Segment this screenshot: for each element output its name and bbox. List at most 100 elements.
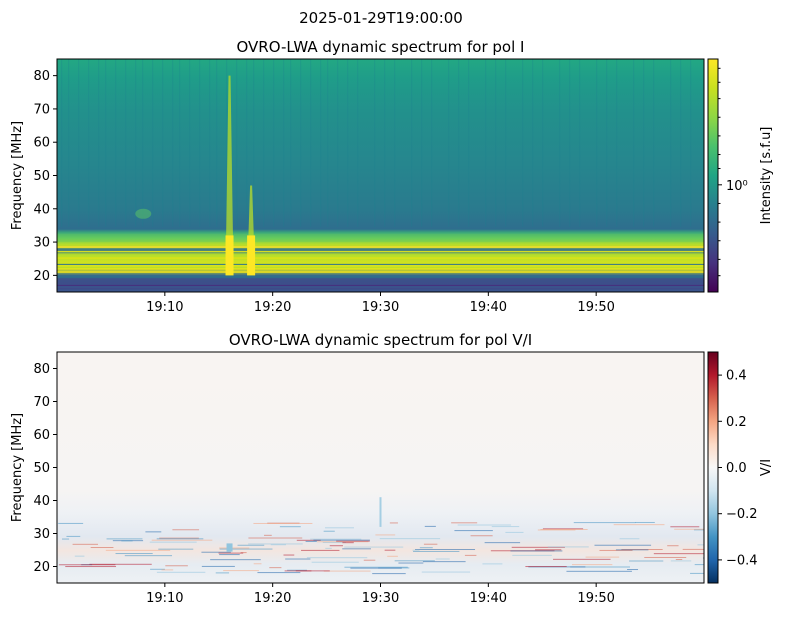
vi-streak <box>106 538 143 540</box>
rfi-line <box>57 284 704 286</box>
vi-streak <box>264 534 272 536</box>
texture-streak <box>179 59 181 227</box>
texture-streak <box>172 59 174 227</box>
texture-streak <box>310 59 312 227</box>
rfi-line <box>57 276 704 278</box>
vi-streak <box>613 524 665 526</box>
vi-streak <box>105 549 171 551</box>
colorbar-tick-label: 0.0 <box>726 461 747 476</box>
vi-streak <box>644 556 687 558</box>
vi-streak <box>115 553 153 555</box>
vi-streak <box>58 522 84 524</box>
vi-streak <box>387 555 398 557</box>
vi-streak <box>322 541 346 543</box>
vi-streak <box>375 534 396 536</box>
y-tick-label: 40 <box>33 494 50 509</box>
colorbar-tick-label: −0.4 <box>726 553 758 568</box>
y-tick-label: 20 <box>33 269 50 284</box>
band-edge-glow <box>57 233 704 243</box>
texture-streak <box>643 59 645 227</box>
x-tick-label: 19:10 <box>146 591 183 606</box>
vi-streak <box>435 558 450 560</box>
x-tick-label: 19:30 <box>362 591 399 606</box>
polarization-panel: OVRO-LWA dynamic spectrum for pol V/I 20 3… <box>10 331 774 606</box>
vi-streak <box>505 531 524 533</box>
figure-title: 2025-01-29T19:00:00 <box>299 9 463 27</box>
vi-streak <box>284 570 312 572</box>
vi-streak <box>253 522 313 524</box>
vi-streak <box>690 572 704 574</box>
vi-streak <box>482 563 503 565</box>
vi-streak <box>287 569 307 571</box>
x-tick-label: 19:40 <box>470 591 507 606</box>
vi-streak <box>124 555 173 557</box>
vi-streak <box>329 545 343 547</box>
texture-streak <box>495 59 497 227</box>
vi-streak <box>451 522 478 524</box>
texture-streak <box>273 59 275 227</box>
heatmap-background <box>57 352 704 583</box>
x-tick-label: 19:40 <box>470 300 507 315</box>
vi-streak <box>491 526 520 528</box>
vi-streak <box>90 547 114 549</box>
vi-streak <box>619 538 640 540</box>
vi-streak <box>484 542 521 544</box>
vi-streak <box>398 562 424 564</box>
vi-streak <box>165 565 188 567</box>
texture-streak <box>199 59 201 227</box>
vi-streak <box>283 554 295 556</box>
y-tick-label: 80 <box>33 69 50 84</box>
vi-streak <box>571 564 613 566</box>
vi-streak <box>323 530 335 532</box>
vi-streak <box>535 549 562 551</box>
vi-streak <box>248 537 303 539</box>
texture-streak <box>98 59 100 227</box>
texture-streak <box>411 59 413 227</box>
vi-streak <box>323 570 371 572</box>
rfi-line <box>57 280 704 282</box>
texture-streak <box>115 59 117 227</box>
texture-streak <box>337 59 339 227</box>
vi-streak <box>682 548 704 550</box>
vi-streak <box>161 569 174 571</box>
vi-streak <box>389 522 398 524</box>
texture-streak <box>236 59 238 227</box>
texture-streak <box>135 59 137 227</box>
vi-streak <box>219 548 273 550</box>
vi-streak <box>310 538 362 540</box>
texture-streak <box>690 59 692 227</box>
texture-streak <box>384 59 386 227</box>
vi-streak <box>464 554 477 556</box>
texture-streak <box>125 59 127 227</box>
texture-streak <box>374 59 376 227</box>
colorbar <box>707 58 719 293</box>
texture-streak <box>431 59 433 227</box>
vi-streak <box>313 539 370 541</box>
intensity-panel: OVRO-LWA dynamic spectrum for pol I 20 30 4… <box>10 38 774 315</box>
texture-streak <box>216 59 218 227</box>
vi-streak <box>295 570 330 572</box>
vi-streak <box>223 570 259 572</box>
texture-streak <box>468 59 470 227</box>
texture-streak <box>253 59 255 227</box>
vi-streak <box>210 559 261 561</box>
texture-streak <box>142 59 144 227</box>
texture-streak <box>458 59 460 227</box>
vi-streak <box>201 551 231 553</box>
y-tick-label: 70 <box>33 102 50 117</box>
colorbar-label: Intensity [s.f.u] <box>759 127 774 225</box>
texture-streak <box>522 59 524 227</box>
vi-streak <box>156 538 204 540</box>
texture-streak <box>246 59 248 227</box>
y-tick-label: 60 <box>33 136 50 151</box>
vi-streak <box>419 547 433 549</box>
texture-streak <box>559 59 561 227</box>
y-tick-label: 50 <box>33 169 50 184</box>
vi-streak <box>149 541 197 543</box>
y-tick-label: 60 <box>33 428 50 443</box>
vi-streak <box>547 546 589 548</box>
x-tick-label: 19:20 <box>254 300 291 315</box>
vi-streak <box>344 546 404 548</box>
vi-streak <box>363 559 376 561</box>
